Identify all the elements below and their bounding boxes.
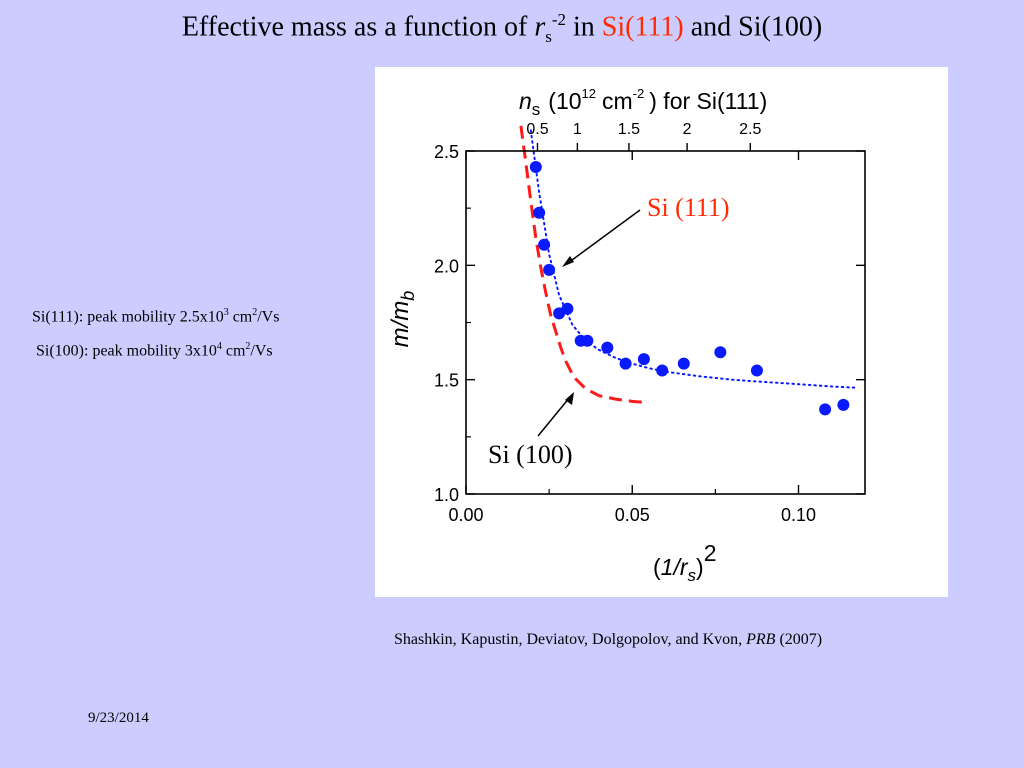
title-var: r — [534, 11, 546, 43]
top-tick-label: 1 — [573, 121, 582, 138]
title-si111: Si(111) — [601, 11, 684, 43]
si111-data-point — [538, 238, 551, 251]
note-si100: Si(100): peak mobility 3x104 cm2/Vs — [36, 341, 273, 360]
y-tick-label: 2.0 — [434, 256, 459, 276]
top-tick-label: 1.5 — [618, 121, 640, 138]
annotation-si111: Si (111) — [647, 193, 730, 222]
note-si111: Si(111): peak mobility 2.5x103 cm2/Vs — [32, 307, 279, 326]
note1-unit: cm — [232, 308, 253, 326]
si111-data-point — [837, 398, 850, 411]
title-and: and Si(100) — [690, 11, 823, 43]
slide-date: 9/23/2014 — [88, 710, 149, 726]
note2-suffix: /Vs — [250, 342, 273, 360]
si111-data-point — [714, 346, 727, 359]
si111-data-point — [533, 206, 546, 219]
title-prefix: Effective mass as a function of — [181, 11, 528, 43]
si111-data-point — [581, 334, 594, 347]
x-tick-label: 0.10 — [781, 505, 816, 525]
si111-data-point — [637, 353, 650, 366]
plot-frame — [465, 150, 866, 495]
note2-exp: 4 — [216, 341, 222, 352]
si111-data-point — [601, 341, 614, 354]
si111-data-point — [619, 357, 632, 370]
y-tick-label: 1.0 — [434, 485, 459, 505]
effective-mass-chart: 0.00 0.05 0.10 1.0 1.5 2.0 2.5 0.5 1 1.5 2 2.5 ns (1… — [387, 86, 866, 585]
annotation-si100: Si (100) — [488, 440, 573, 469]
x-tick-label: 0.00 — [448, 505, 483, 525]
citation-authors: Shashkin, Kapustin, Deviatov, Dolgopolov… — [394, 631, 743, 648]
title-sub: s — [545, 26, 552, 46]
citation-year: (2007) — [779, 631, 823, 648]
si111-fit-curve — [529, 129, 858, 389]
top-tick-label: 2.5 — [739, 121, 761, 138]
si111-data-point — [656, 364, 669, 377]
y-tick-label: 1.5 — [434, 371, 459, 391]
si111-data-point — [561, 302, 574, 315]
si111-data-point — [819, 403, 832, 416]
top-axis-label: ns (1012 cm-2) for Si(111) — [519, 86, 767, 119]
title-in: in — [573, 11, 595, 43]
x-axis-label: (1/rs)2 — [653, 540, 716, 585]
citation: Shashkin, Kapustin, Deviatov, Dolgopolov… — [394, 631, 822, 649]
arrowhead-si111 — [562, 256, 574, 267]
x-tick-label: 0.05 — [615, 505, 650, 525]
top-tick-label: 2 — [683, 121, 692, 138]
arrow-si111 — [567, 209, 641, 264]
note2-unit-exp: 2 — [245, 341, 251, 352]
arrow-si100 — [537, 396, 571, 437]
title-sup: -2 — [551, 10, 567, 29]
citation-journal: PRB — [746, 631, 776, 648]
slide-title: Effective mass as a function of rs-2 in … — [0, 10, 1004, 47]
note2-prefix: Si(100): peak mobility 3x10 — [36, 342, 217, 360]
si111-data-point — [750, 364, 763, 377]
y-axis-label: m/mb — [387, 291, 418, 348]
y-tick-label: 2.5 — [434, 142, 459, 162]
note1-unit-exp: 2 — [252, 307, 258, 318]
note2-unit: cm — [225, 342, 246, 360]
note1-prefix: Si(111): peak mobility 2.5x10 — [32, 308, 224, 326]
top-tick-label: 0.5 — [526, 121, 548, 138]
arrowhead-si100 — [565, 392, 574, 405]
si111-data-point — [543, 263, 556, 276]
si111-data-point — [677, 357, 690, 370]
chart-panel: 0.00 0.05 0.10 1.0 1.5 2.0 2.5 0.5 1 1.5 2 2.5 ns (1… — [375, 67, 948, 597]
si111-data-point — [529, 161, 542, 174]
note1-exp: 3 — [223, 307, 229, 318]
note1-suffix: /Vs — [257, 308, 280, 326]
